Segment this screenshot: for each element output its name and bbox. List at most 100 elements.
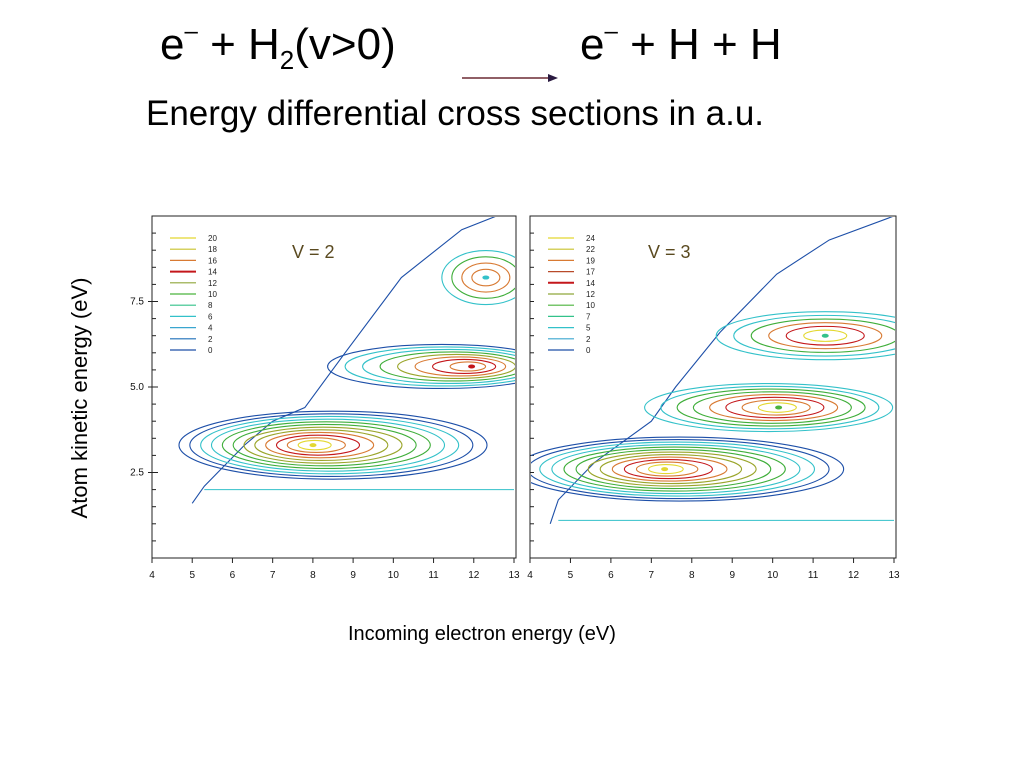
contour-panel-v2: 4 5 6 7 8 9 10 11 12 132.55.07.520181614121086420… bbox=[130, 215, 520, 581]
reaction-lhs: e– + H2(v>0) bbox=[160, 18, 396, 76]
plot-frame bbox=[529, 215, 897, 559]
contour-ring bbox=[297, 439, 332, 451]
contour-ring bbox=[432, 358, 497, 375]
contour-group bbox=[531, 217, 895, 524]
contour-ring bbox=[362, 348, 515, 385]
contour-ring bbox=[232, 423, 417, 467]
contour-ring bbox=[221, 421, 431, 470]
contour-ring bbox=[635, 461, 699, 477]
contour-ring bbox=[210, 418, 446, 472]
legend-level: 16 bbox=[208, 256, 217, 265]
x-tick-label: 5 bbox=[568, 570, 574, 581]
contour-ring bbox=[644, 382, 894, 433]
electron-charge-product: – bbox=[604, 18, 618, 45]
y-tick-label: 5.0 bbox=[130, 382, 144, 393]
contour-ring bbox=[539, 441, 816, 497]
legend-level: 2 bbox=[586, 335, 591, 344]
contour-envelope bbox=[549, 217, 893, 524]
x-tick-label: 13 bbox=[888, 570, 900, 581]
legend-level: 7 bbox=[586, 312, 591, 321]
electron-symbol: e bbox=[160, 20, 185, 69]
legend-level: 0 bbox=[586, 346, 591, 355]
contour-ring bbox=[660, 385, 880, 430]
molecule-symbol: H bbox=[248, 20, 280, 69]
contour-peak bbox=[468, 364, 476, 369]
plus-sign: + bbox=[210, 20, 236, 69]
contour-ring bbox=[741, 399, 811, 416]
legend-level: 5 bbox=[586, 324, 591, 333]
x-tick-label: 8 bbox=[310, 570, 316, 581]
contour-ring bbox=[709, 393, 839, 422]
x-tick-label: 12 bbox=[848, 570, 860, 581]
panel-label: V = 2 bbox=[292, 242, 335, 262]
chart-subtitle: Energy differential cross sections in a.… bbox=[146, 94, 765, 133]
x-tick-label: 4 bbox=[527, 570, 533, 581]
contour-ring bbox=[243, 426, 403, 464]
legend-level: 4 bbox=[208, 324, 213, 333]
contour-ring bbox=[803, 329, 848, 342]
contour-envelope bbox=[191, 217, 496, 504]
contour-ring bbox=[379, 351, 515, 382]
contour-group bbox=[178, 217, 515, 504]
legend-level: 22 bbox=[586, 245, 595, 254]
contour-ring bbox=[599, 454, 743, 485]
legend-level: 2 bbox=[208, 335, 213, 344]
contour-ring bbox=[676, 388, 866, 427]
legend-level: 8 bbox=[208, 301, 213, 310]
reaction-arrow-icon bbox=[462, 74, 558, 82]
contour-ring bbox=[286, 437, 346, 454]
x-tick-label: 6 bbox=[608, 570, 614, 581]
reaction-title: e– + H2(v>0) e– + H + H bbox=[0, 18, 1024, 82]
contour-ring bbox=[587, 451, 757, 487]
contour-ring bbox=[692, 391, 852, 424]
contour-ring bbox=[449, 361, 487, 372]
legend-level: 19 bbox=[586, 256, 595, 265]
plot-frame bbox=[151, 215, 517, 559]
x-tick-label: 8 bbox=[689, 570, 695, 581]
legend-level: 10 bbox=[208, 290, 217, 299]
reaction-rhs: e– + H + H bbox=[580, 18, 782, 70]
contour-ring bbox=[757, 402, 797, 413]
molecule-subscript: 2 bbox=[279, 45, 295, 75]
contour-ring bbox=[461, 262, 511, 293]
x-tick-label: 7 bbox=[270, 570, 276, 581]
legend-level: 14 bbox=[586, 279, 595, 288]
contour-ring bbox=[551, 444, 801, 495]
legend-level: 24 bbox=[586, 234, 595, 243]
legend-level: 0 bbox=[208, 346, 213, 355]
legend-level: 12 bbox=[208, 279, 217, 288]
legend-level: 10 bbox=[586, 301, 595, 310]
x-tick-label: 11 bbox=[428, 570, 439, 581]
contour-ring bbox=[750, 318, 895, 353]
contour-ring bbox=[531, 436, 845, 502]
legend-level: 18 bbox=[208, 245, 217, 254]
x-tick-label: 10 bbox=[767, 570, 779, 581]
contour-peak bbox=[661, 467, 669, 472]
x-tick-label: 10 bbox=[388, 570, 400, 581]
x-tick-label: 13 bbox=[508, 570, 520, 581]
contour-ring bbox=[611, 456, 728, 482]
contour-ring bbox=[715, 311, 895, 361]
y-tick-label: 7.5 bbox=[130, 297, 144, 308]
contour-ring bbox=[441, 250, 515, 306]
contour-ring bbox=[768, 322, 883, 350]
contour-ring bbox=[189, 413, 474, 478]
legend-level: 20 bbox=[208, 234, 217, 243]
x-tick-label: 5 bbox=[189, 570, 195, 581]
contour-ring bbox=[725, 396, 825, 419]
contour-ring bbox=[178, 410, 488, 480]
contour-ring bbox=[344, 346, 515, 387]
contour-ring bbox=[471, 268, 501, 287]
atom-products: + H + H bbox=[630, 20, 782, 69]
x-tick-label: 12 bbox=[468, 570, 480, 581]
contour-ring bbox=[265, 431, 375, 459]
contour-ring bbox=[397, 353, 515, 380]
x-tick-label: 4 bbox=[149, 570, 155, 581]
legend-level: 17 bbox=[586, 268, 595, 277]
contour-peak bbox=[309, 443, 317, 448]
contour-panel-v3: 4 5 6 7 8 9 10 11 12 13 24 22 19 17 14 12 10 7 5 2 0 V = 3 bbox=[527, 215, 900, 581]
contour-peak bbox=[775, 405, 783, 410]
vibrational-state: (v>0) bbox=[294, 20, 396, 69]
electron-charge: – bbox=[184, 18, 198, 45]
electron-symbol-product: e bbox=[580, 20, 605, 69]
